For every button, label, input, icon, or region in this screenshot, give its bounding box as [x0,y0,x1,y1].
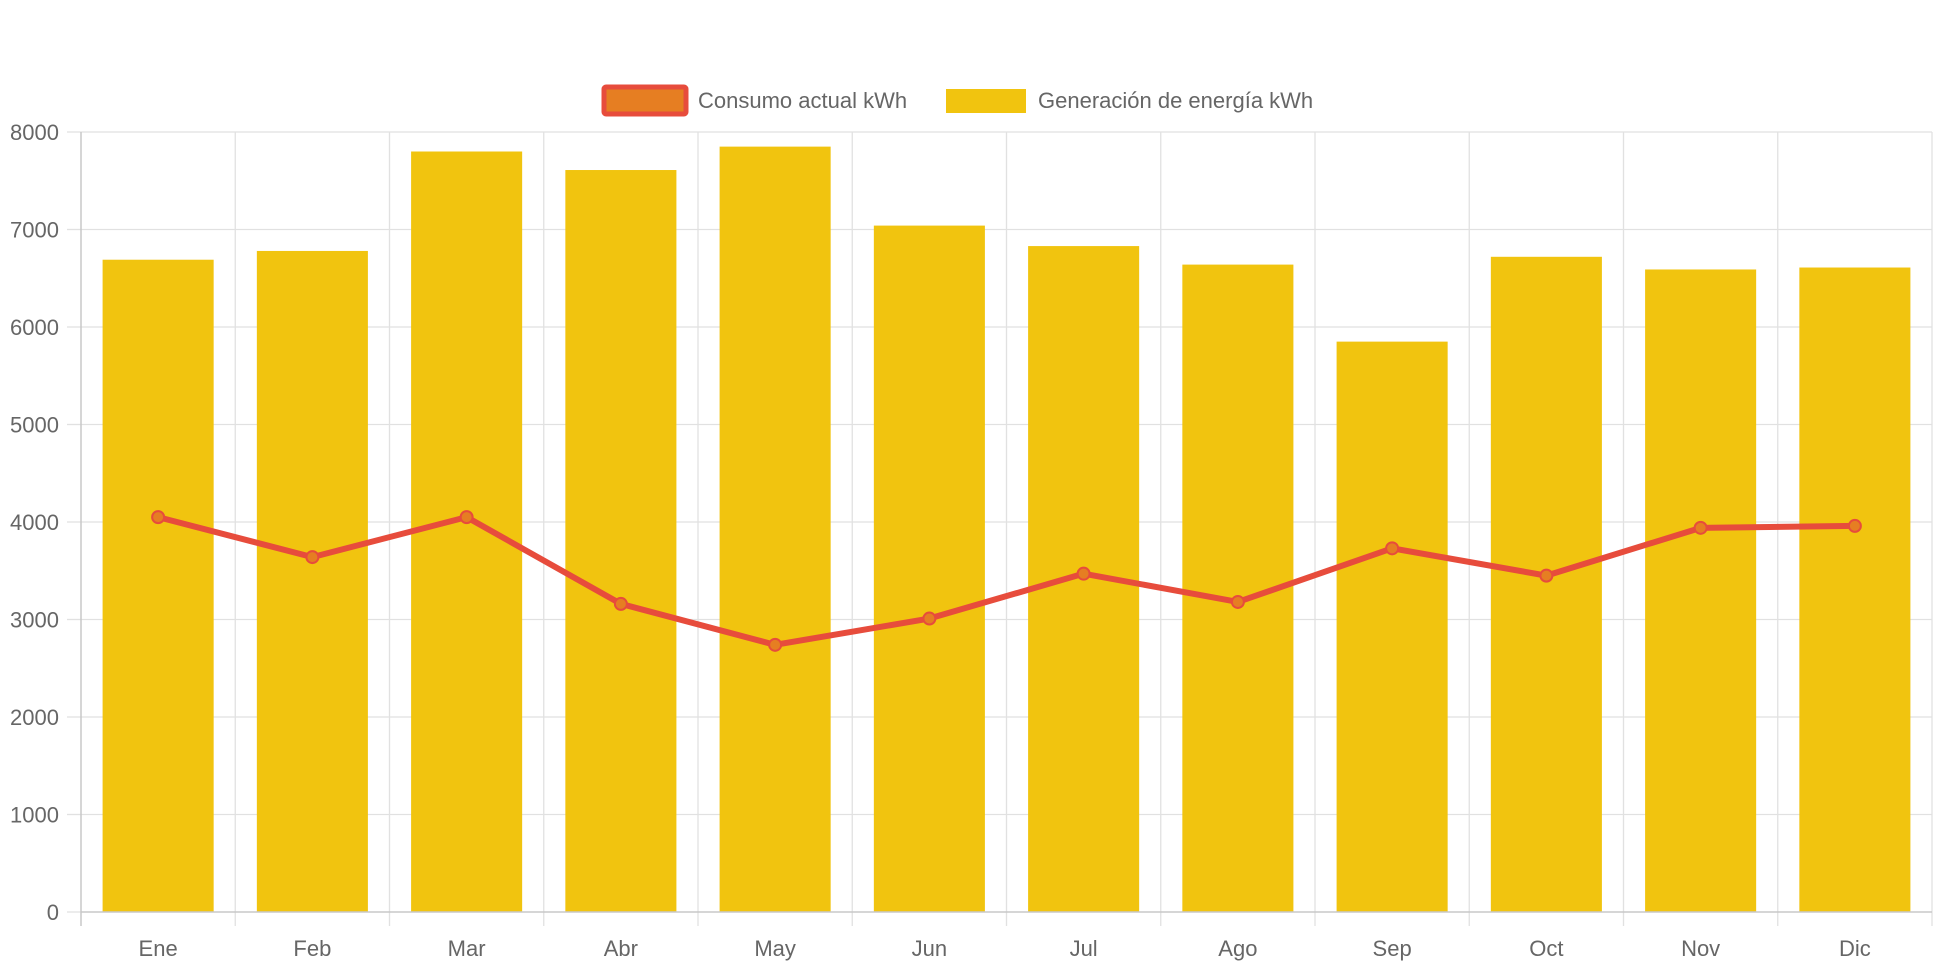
x-tick-label: Oct [1529,936,1563,961]
x-tick-label: May [754,936,796,961]
y-tick-label: 1000 [10,803,59,828]
legend-swatch-generacion [946,89,1026,113]
point-abr[interactable] [613,596,628,611]
bar-abr[interactable] [565,170,677,912]
point-jul[interactable] [1076,566,1091,581]
bar-oct[interactable] [1490,256,1602,912]
legend: Consumo actual kWh Generación de energía… [601,84,1313,117]
x-tick-label: Ago [1218,936,1257,961]
legend-item-generacion[interactable]: Generación de energía kWh [946,88,1313,113]
x-tick-label: Ene [139,936,178,961]
bar-mar[interactable] [411,151,523,913]
point-feb[interactable] [305,550,320,565]
y-tick-label: 6000 [10,315,59,340]
y-tick-label: 7000 [10,218,59,243]
point-dic[interactable] [1847,518,1862,533]
line-series [151,510,1862,652]
x-tick-label: Dic [1839,936,1871,961]
bar-sep[interactable] [1336,341,1448,912]
bar-may[interactable] [719,146,831,912]
point-may[interactable] [768,637,783,652]
axes: 0 1000 2000 3000 4000 5000 6000 7000 8000 Ene Feb M… [10,120,1932,961]
bar-nov[interactable] [1645,269,1757,913]
point-ene[interactable] [151,510,166,525]
bar-feb[interactable] [256,250,368,912]
y-tick-label: 0 [47,900,59,925]
y-tick-label: 5000 [10,413,59,438]
x-tick-label: Mar [448,936,486,961]
x-tick-label: Jul [1070,936,1098,961]
point-jun[interactable] [922,611,937,626]
consumo-line [155,514,1858,648]
bar-jun[interactable] [873,225,985,913]
x-tick-label: Sep [1373,936,1412,961]
x-tick-label: Jun [912,936,947,961]
grid [67,131,1933,926]
y-tick-label: 4000 [10,510,59,535]
legend-swatch-consumo [601,84,689,117]
y-tick-label: 8000 [10,120,59,145]
point-ago[interactable] [1230,594,1245,609]
legend-item-consumo[interactable]: Consumo actual kWh [601,84,907,117]
point-mar[interactable] [459,510,474,525]
bar-dic[interactable] [1799,267,1911,912]
y-tick-label: 3000 [10,608,59,633]
bar-ene[interactable] [102,259,214,913]
y-tick-label: 2000 [10,705,59,730]
point-oct[interactable] [1539,568,1554,583]
x-tick-label: Nov [1681,936,1720,961]
point-nov[interactable] [1693,520,1708,535]
x-tick-label: Feb [293,936,331,961]
legend-label-consumo: Consumo actual kWh [698,88,907,113]
point-sep[interactable] [1385,541,1400,556]
x-tick-label: Abr [604,936,638,961]
legend-label-generacion: Generación de energía kWh [1038,88,1313,113]
